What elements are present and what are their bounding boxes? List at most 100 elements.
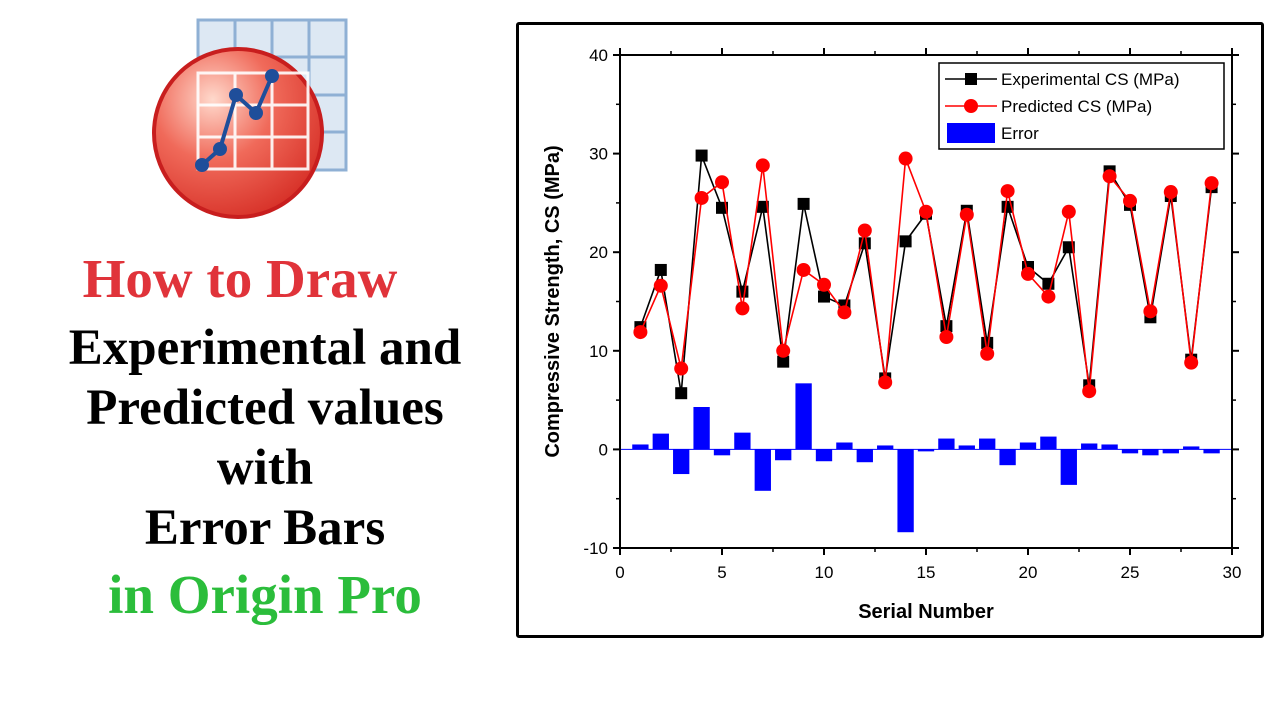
x-axis-label: Serial Number <box>858 601 994 623</box>
error-bar <box>795 383 812 450</box>
error-bar <box>1019 442 1037 450</box>
title-line-predicted: Predicted values <box>86 380 444 436</box>
x-tick-label: 20 <box>1019 563 1038 582</box>
error-bar <box>1121 449 1139 454</box>
predicted-point <box>715 175 729 190</box>
title-line-error-bars: Error Bars <box>144 500 386 556</box>
predicted-point <box>919 204 933 219</box>
predicted-point <box>1184 355 1199 370</box>
x-tick-label: 15 <box>917 563 936 582</box>
error-bar <box>775 449 792 461</box>
x-tick-label: 10 <box>815 563 834 582</box>
tutorial-title: How to Draw Experimental and Predicted v… <box>10 240 520 630</box>
predicted-point <box>776 343 791 358</box>
error-bar <box>999 449 1016 466</box>
experimental-point <box>736 285 749 298</box>
x-tick-label: 5 <box>717 563 726 582</box>
experimental-point <box>675 387 688 400</box>
predicted-point <box>735 301 750 316</box>
predicted-point <box>1204 176 1219 191</box>
predicted-point <box>1041 289 1056 304</box>
y-axis-label: Compressive Strength, CS (MPa) <box>542 145 564 457</box>
predicted-point <box>1082 384 1097 399</box>
error-bar <box>1183 446 1200 450</box>
error-bar <box>836 442 853 450</box>
origin-pro-logo-icon <box>152 18 348 219</box>
y-tick-label: 40 <box>589 46 608 65</box>
y-tick-label: 30 <box>589 145 608 164</box>
error-bar <box>1040 436 1057 450</box>
error-bar <box>1162 449 1179 454</box>
predicted-point <box>959 207 974 222</box>
error-bar <box>815 449 833 462</box>
predicted-point <box>1102 169 1117 184</box>
error-bar <box>958 445 975 450</box>
experimental-point <box>695 149 708 162</box>
chart-svg: 0 5 10 15 20 25 30 -10 0 10 20 30 40 Serial Number Com… <box>542 46 1242 623</box>
x-tick-label: 30 <box>1223 563 1242 582</box>
x-tick-label: 25 <box>1121 563 1140 582</box>
experimental-point <box>797 197 810 210</box>
title-line-origin-pro: in Origin Pro <box>108 564 422 625</box>
predicted-point <box>878 375 893 390</box>
error-bar <box>897 449 914 533</box>
predicted-point <box>857 223 872 238</box>
error-bar <box>632 444 649 450</box>
title-line-with: with <box>216 440 314 496</box>
legend-marker-predicted <box>964 99 978 113</box>
error-bar <box>1060 449 1077 485</box>
predicted-point <box>1163 185 1178 200</box>
title-line-experimental: Experimental and <box>68 320 462 376</box>
error-bar <box>673 449 690 475</box>
x-tick-label: 0 <box>615 563 624 582</box>
error-bar <box>917 449 935 452</box>
experimental-point <box>818 290 830 303</box>
predicted-point <box>1143 304 1158 319</box>
error-bar <box>1203 449 1220 454</box>
experimental-point <box>981 336 994 349</box>
error-bar <box>856 449 873 463</box>
error-bar <box>1081 443 1098 450</box>
legend-label: Experimental CS (MPa) <box>1001 70 1180 89</box>
predicted-point <box>1000 184 1015 199</box>
error-bar <box>1142 449 1159 456</box>
error-bar <box>652 433 669 450</box>
y-tick-label: 0 <box>599 440 608 459</box>
legend-marker-experimental <box>965 73 977 85</box>
experimental-point <box>899 235 912 248</box>
error-bar <box>734 432 751 450</box>
predicted-point <box>633 325 648 340</box>
predicted-point <box>980 346 995 361</box>
experimental-point <box>654 263 667 276</box>
predicted-line <box>639 158 1213 392</box>
error-bar <box>938 438 955 450</box>
predicted-point <box>1123 193 1137 208</box>
legend-label: Error <box>1001 124 1039 143</box>
predicted-point <box>1061 204 1076 219</box>
predicted-point <box>694 190 709 205</box>
error-bar <box>693 407 710 450</box>
predicted-point <box>755 158 770 173</box>
predicted-point <box>653 278 668 293</box>
predicted-point <box>837 305 852 320</box>
predicted-point <box>796 262 811 277</box>
experimental-line <box>639 155 1213 394</box>
y-tick-label: 10 <box>589 342 608 361</box>
experimental-point <box>756 200 769 213</box>
predicted-point <box>1021 266 1035 281</box>
error-bar <box>754 449 771 491</box>
error-bar <box>1101 444 1118 450</box>
legend-label: Predicted CS (MPa) <box>1001 97 1152 116</box>
predicted-point <box>939 329 954 344</box>
legend-swatch-error <box>947 123 995 143</box>
error-bar <box>713 449 731 456</box>
predicted-point <box>898 151 913 166</box>
experimental-point <box>777 355 790 368</box>
predicted-point <box>674 361 689 376</box>
y-tick-label: -10 <box>583 539 608 558</box>
y-tick-label: 20 <box>589 243 608 262</box>
title-line-how-to-draw: How to Draw <box>82 248 398 309</box>
predicted-point <box>817 277 831 292</box>
chart-frame: 0 5 10 15 20 25 30 -10 0 10 20 30 40 Serial Number Com… <box>516 22 1264 638</box>
error-bar <box>877 445 894 450</box>
